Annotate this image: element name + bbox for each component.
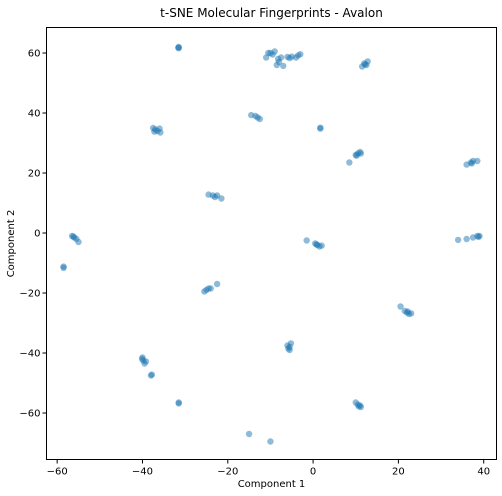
- scatter-point: [297, 51, 304, 58]
- scatter-point: [313, 241, 320, 248]
- scatter-point: [175, 400, 182, 407]
- scatter-point: [285, 345, 292, 352]
- scatter-point: [474, 157, 481, 165]
- y-tick-label: 0: [34, 229, 40, 240]
- y-tick-label: 60: [28, 49, 41, 60]
- y-tick-label: 40: [28, 109, 41, 120]
- y-axis-ticks: −60 −40 −20 0 20 40 60: [19, 49, 47, 420]
- scatter-point: [138, 355, 146, 363]
- scatter-point: [60, 264, 67, 271]
- scatter-point: [75, 238, 82, 246]
- y-axis-label: Component 2: [6, 210, 17, 278]
- scatter-point: [468, 160, 475, 167]
- scatter-point: [265, 49, 272, 57]
- scatter-point: [267, 438, 274, 445]
- x-tick-label: 0: [310, 467, 316, 478]
- x-axis-label: Component 1: [238, 479, 306, 490]
- x-tick-label: −20: [217, 467, 238, 478]
- scatter-point: [475, 233, 482, 241]
- scatter-point: [454, 236, 462, 244]
- scatter-point: [355, 403, 362, 410]
- scatter-point: [318, 242, 325, 249]
- scatter-point: [361, 61, 369, 68]
- x-tick-label: 40: [477, 467, 490, 478]
- scatter-point: [287, 340, 295, 347]
- x-axis-ticks: −60 −40 −20 0 20 40: [47, 459, 490, 478]
- scatter-point: [317, 125, 324, 132]
- scatter-point: [274, 55, 282, 63]
- y-tick-label: 20: [28, 169, 41, 180]
- x-tick-label: −60: [47, 467, 68, 478]
- scatter-point: [148, 371, 156, 378]
- scatter-point: [463, 235, 470, 243]
- scatter-point: [346, 159, 353, 166]
- scatter-point: [213, 280, 221, 288]
- y-tick-label: −60: [19, 409, 40, 420]
- scatter-point: [280, 62, 287, 70]
- scatter-point: [256, 115, 263, 123]
- chart-title: t-SNE Molecular Fingerprints - Avalon: [160, 6, 383, 20]
- scatter-point: [303, 237, 310, 244]
- y-tick-label: −40: [19, 349, 40, 360]
- scatter-point: [271, 48, 278, 55]
- scatter-point: [175, 44, 182, 51]
- x-tick-label: 20: [392, 467, 405, 478]
- y-tick-label: −20: [19, 289, 40, 300]
- scatter-point: [245, 430, 253, 438]
- scatter-point: [404, 308, 411, 315]
- scatter-point: [353, 152, 360, 159]
- scatter-point: [397, 303, 404, 310]
- scatter-point: [157, 129, 164, 136]
- x-tick-label: −40: [132, 467, 153, 478]
- scatter-points: [60, 43, 483, 445]
- scatter-point: [70, 233, 77, 240]
- scatter-point: [207, 285, 214, 292]
- scatter-point: [151, 128, 158, 135]
- plot-frame: [46, 27, 497, 460]
- scatter-point: [218, 195, 225, 202]
